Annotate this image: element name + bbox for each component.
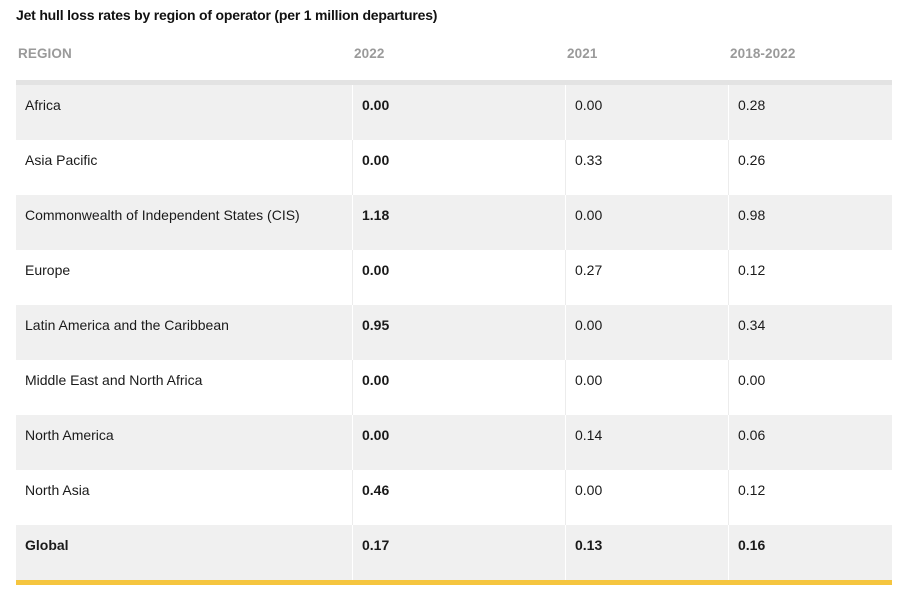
table-title: Jet hull loss rates by region of operato… [16,7,438,23]
value-2021-cell: 0.00 [565,195,728,250]
header-divider [16,80,892,85]
value-2021-cell: 0.27 [565,250,728,305]
value-2021-cell: 0.33 [565,140,728,195]
value-2022-cell: 0.95 [352,305,565,360]
table-row: North America 0.00 0.14 0.06 [16,415,892,470]
column-header-2021: 2021 [567,46,598,61]
value-2022-cell: 0.00 [352,415,565,470]
value-2021-cell: 0.13 [565,525,728,580]
region-cell: Europe [25,262,71,278]
value-2022-cell: 0.00 [352,250,565,305]
region-cell: Asia Pacific [25,152,98,168]
region-cell: Latin America and the Caribbean [25,317,229,333]
value-2022-cell: 0.17 [352,525,565,580]
column-header-2022: 2022 [354,46,385,61]
region-cell: Global [25,537,69,553]
region-cell: Commonwealth of Independent States (CIS) [25,207,300,223]
table-row: North Asia 0.46 0.00 0.12 [16,470,892,525]
value-2018-2022-cell: 0.00 [728,360,892,415]
table-row: Asia Pacific 0.00 0.33 0.26 [16,140,892,195]
table-row-global: Global 0.17 0.13 0.16 [16,525,892,580]
table-header: REGION 2022 2021 2018-2022 [16,40,892,68]
table-row: Commonwealth of Independent States (CIS)… [16,195,892,250]
region-cell: North America [25,427,114,443]
value-2018-2022-cell: 0.26 [728,140,892,195]
region-cell: North Asia [25,482,90,498]
table-row: Latin America and the Caribbean 0.95 0.00 0… [16,305,892,360]
value-2018-2022-cell: 0.06 [728,415,892,470]
value-2021-cell: 0.00 [565,470,728,525]
value-2018-2022-cell: 0.12 [728,250,892,305]
value-2021-cell: 0.00 [565,360,728,415]
value-2018-2022-cell: 0.98 [728,195,892,250]
value-2022-cell: 0.00 [352,140,565,195]
accent-bar [16,580,892,585]
value-2021-cell: 0.14 [565,415,728,470]
value-2022-cell: 0.46 [352,470,565,525]
value-2022-cell: 0.00 [352,360,565,415]
value-2018-2022-cell: 0.28 [728,85,892,140]
table-row: Middle East and North Africa 0.00 0.00 0.00 [16,360,892,415]
value-2021-cell: 0.00 [565,85,728,140]
value-2022-cell: 0.00 [352,85,565,140]
table-row: Europe 0.00 0.27 0.12 [16,250,892,305]
table-row: Africa 0.00 0.00 0.28 [16,85,892,140]
region-cell: Middle East and North Africa [25,372,203,388]
column-header-2018-2022: 2018-2022 [730,46,796,61]
value-2022-cell: 1.18 [352,195,565,250]
column-header-region: REGION [18,46,72,61]
value-2018-2022-cell: 0.34 [728,305,892,360]
region-cell: Africa [25,97,61,113]
value-2018-2022-cell: 0.12 [728,470,892,525]
table-body: Africa 0.00 0.00 0.28 Asia Pacific 0.00 0.33 0.… [16,85,892,580]
value-2021-cell: 0.00 [565,305,728,360]
value-2018-2022-cell: 0.16 [728,525,892,580]
